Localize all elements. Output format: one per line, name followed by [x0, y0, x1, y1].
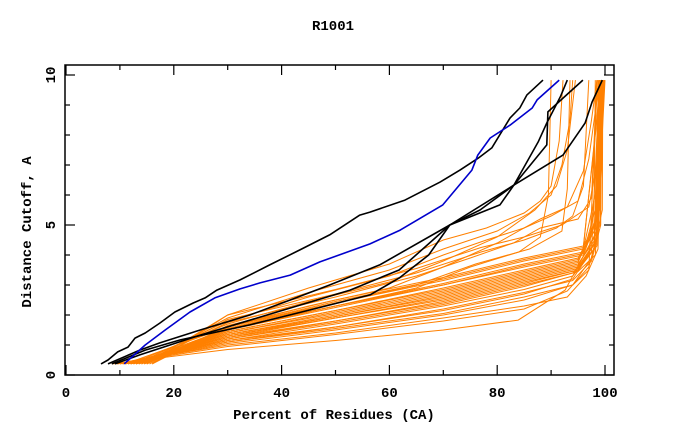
- series-line-black-4: [111, 79, 604, 365]
- orange-series-line-23: [141, 80, 574, 365]
- orange-series-line-16: [119, 80, 598, 365]
- orange-series-line-33: [133, 80, 603, 365]
- x-tick-label: 80: [489, 386, 506, 402]
- x-tick-label: 60: [381, 386, 398, 402]
- orange-series-line-20: [125, 80, 598, 365]
- orange-series-line-26: [133, 80, 571, 365]
- orange-series-line-31: [122, 80, 604, 365]
- orange-series-line-34: [138, 80, 602, 365]
- orange-series-line-27: [141, 80, 598, 365]
- orange-series-line-17: [125, 80, 605, 365]
- orange-series-line-29: [151, 80, 602, 365]
- orange-series-line-28: [146, 80, 590, 365]
- series-layer: [100, 79, 606, 365]
- plot-frame: [64, 64, 615, 376]
- orange-series-line-19: [135, 80, 600, 365]
- x-tick-label: 100: [592, 386, 617, 402]
- series-line-blue: [123, 79, 560, 365]
- x-tick-label: 40: [273, 386, 290, 402]
- x-tick-label: 20: [165, 386, 182, 402]
- orange-series-line-2: [119, 80, 604, 365]
- y-axis-label: Distance Cutoff, A: [20, 156, 36, 308]
- orange-series-line-1: [117, 80, 601, 365]
- x-tick-label: 0: [62, 386, 70, 402]
- orange-series-line-32: [127, 80, 601, 365]
- orange-series-line-15: [114, 80, 603, 365]
- orange-series-line-22: [135, 80, 601, 365]
- y-tick-label: 0: [44, 371, 60, 379]
- chart-title: R1001: [312, 19, 354, 35]
- orange-series-line-5: [127, 80, 605, 365]
- orange-series-line-30: [117, 80, 603, 365]
- orange-series-line-0: [111, 80, 602, 365]
- orange-series-line-4: [125, 80, 601, 365]
- orange-series-line-14: [151, 80, 602, 365]
- y-tick-label: 5: [44, 221, 60, 229]
- orange-series-line-3: [122, 80, 596, 365]
- tick-layer: 0 20 40 60 80 100 0 5 10: [44, 65, 618, 402]
- orange-series-line-7: [133, 80, 599, 365]
- x-axis-label: Percent of Residues (CA): [233, 408, 435, 424]
- series-line-black-1: [100, 79, 544, 365]
- orange-series-line-24: [146, 80, 564, 365]
- y-tick-label: 10: [44, 67, 60, 84]
